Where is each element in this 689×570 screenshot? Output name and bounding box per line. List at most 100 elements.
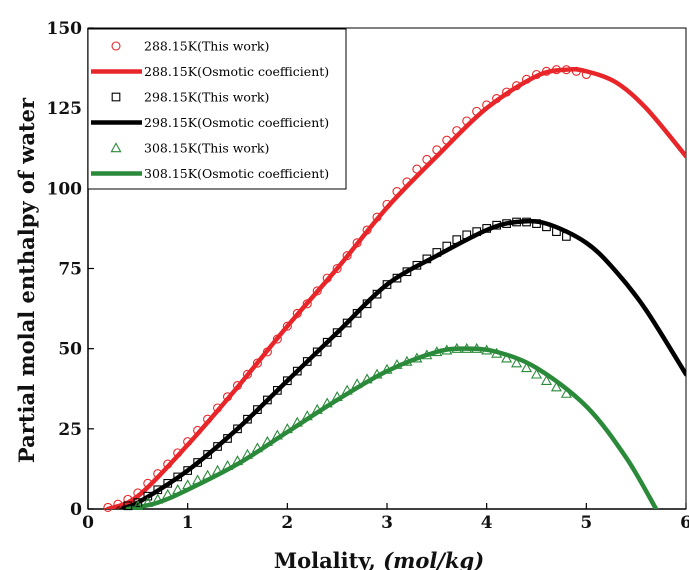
data-point <box>133 498 143 507</box>
y-tick-label: 100 <box>47 179 83 199</box>
data-point <box>392 273 402 283</box>
series-markers-4 <box>132 342 572 511</box>
data-point <box>512 217 521 227</box>
data-point <box>492 220 501 230</box>
data-point <box>402 177 412 187</box>
legend-marker-swatch <box>111 41 121 51</box>
data-point <box>103 502 113 512</box>
legend-entry: 298.15K(Osmotic coefficient) <box>91 115 329 130</box>
data-point <box>132 500 144 511</box>
data-point <box>581 69 591 80</box>
legend-entry: 288.15K(This work) <box>111 39 269 54</box>
data-point <box>143 491 153 501</box>
data-point <box>351 378 363 389</box>
data-point <box>311 403 323 414</box>
data-point <box>193 425 203 435</box>
data-point <box>541 66 552 76</box>
data-point <box>492 93 502 104</box>
data-point <box>203 450 212 459</box>
data-point <box>462 230 472 240</box>
data-point <box>332 328 342 337</box>
data-point <box>382 280 392 289</box>
data-point <box>173 472 183 482</box>
y-tick-label: 50 <box>58 340 82 360</box>
data-point <box>542 222 551 232</box>
data-point <box>282 376 292 386</box>
data-point <box>291 416 303 427</box>
data-point <box>451 342 463 353</box>
data-point <box>481 344 493 355</box>
data-point <box>222 392 233 402</box>
data-point <box>302 299 312 309</box>
data-point <box>472 227 482 236</box>
data-point <box>322 273 332 283</box>
data-point <box>182 479 194 490</box>
legend-label: 308.15K(This work) <box>144 141 269 156</box>
data-point <box>213 403 223 413</box>
y-axis-label: Partial molal enthalpy of water <box>14 97 39 463</box>
data-point <box>123 501 133 511</box>
legend-label: 308.15K(Osmotic coefficient) <box>144 166 329 181</box>
data-point <box>512 81 522 91</box>
data-point <box>203 414 213 424</box>
data-point <box>261 435 273 446</box>
data-point <box>233 424 242 434</box>
data-point <box>391 358 403 369</box>
data-point <box>530 368 543 379</box>
legend-entry: 288.15K(Osmotic coefficient) <box>91 64 329 79</box>
data-point <box>571 66 581 76</box>
data-point <box>442 241 452 251</box>
data-point <box>442 135 452 145</box>
data-point <box>312 286 322 296</box>
data-point <box>412 260 422 270</box>
data-point <box>422 254 432 264</box>
legend-box <box>87 28 347 190</box>
legend-label: 288.15K(Osmotic coefficient) <box>144 64 329 79</box>
data-point <box>532 219 541 228</box>
data-point <box>153 469 163 479</box>
data-point <box>133 488 143 498</box>
data-point <box>221 459 234 470</box>
x-tick-label: 0 <box>82 513 94 533</box>
data-point <box>432 145 442 155</box>
data-point <box>562 232 571 241</box>
data-point <box>372 212 382 222</box>
data-point <box>482 224 492 233</box>
data-point <box>412 164 422 174</box>
x-tick-label: 4 <box>481 513 493 533</box>
data-point <box>183 437 193 447</box>
data-point <box>312 347 322 357</box>
data-point <box>501 352 513 363</box>
legend-marker-swatch <box>110 142 122 153</box>
data-point <box>551 65 561 75</box>
data-point <box>341 384 353 395</box>
data-point <box>243 414 252 424</box>
data-point <box>422 154 432 165</box>
data-point <box>472 106 482 116</box>
data-point <box>301 410 313 421</box>
data-point <box>352 309 362 318</box>
data-point <box>212 464 224 475</box>
x-tick-label: 6 <box>680 513 689 533</box>
data-point <box>223 434 232 443</box>
data-point <box>531 69 542 80</box>
data-point <box>251 442 263 453</box>
data-point <box>560 387 572 398</box>
data-point <box>322 337 332 347</box>
data-point <box>302 357 312 366</box>
data-point <box>292 366 302 376</box>
data-point <box>441 344 453 355</box>
legend-entry: 308.15K(This work) <box>110 141 269 156</box>
data-point <box>262 347 272 357</box>
data-point <box>452 126 462 136</box>
data-point <box>192 474 204 485</box>
data-point <box>342 251 352 261</box>
data-point <box>362 225 372 235</box>
x-tick-label: 1 <box>182 513 194 533</box>
data-point <box>432 248 442 257</box>
data-point <box>411 352 423 363</box>
data-point <box>522 217 531 227</box>
data-point <box>401 355 413 366</box>
data-point <box>431 346 443 357</box>
data-point <box>123 494 133 504</box>
